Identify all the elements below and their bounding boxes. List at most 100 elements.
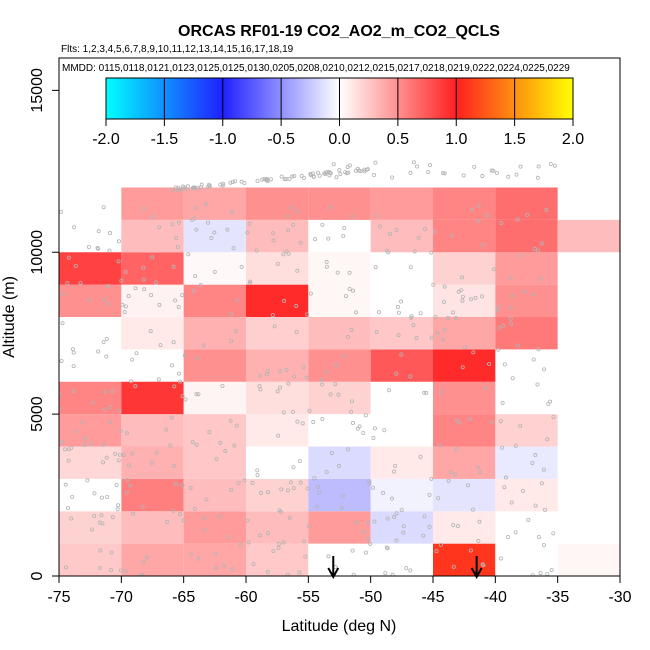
track-point xyxy=(542,367,547,372)
track-point xyxy=(485,213,490,218)
track-point xyxy=(333,382,338,387)
heatmap-cell xyxy=(308,381,371,415)
heatmap-cell xyxy=(121,381,184,415)
track-point xyxy=(233,328,238,333)
heatmap-cell xyxy=(495,446,558,479)
flight-track-points xyxy=(59,160,557,576)
y-tick-label: 15000 xyxy=(29,68,46,113)
heatmap-cell xyxy=(59,317,122,350)
track-point xyxy=(367,479,372,484)
track-point xyxy=(176,220,181,225)
track-point xyxy=(442,171,447,176)
heatmap-cell xyxy=(59,446,122,479)
track-point xyxy=(196,392,201,397)
track-point xyxy=(541,467,546,472)
track-point xyxy=(328,392,333,397)
track-point xyxy=(126,463,131,468)
track-point xyxy=(454,446,459,451)
x-tick-label: -70 xyxy=(110,589,133,606)
track-point xyxy=(336,392,341,397)
track-point xyxy=(350,548,355,553)
track-point xyxy=(246,540,251,545)
track-point xyxy=(536,248,541,253)
track-point xyxy=(357,424,362,429)
track-point xyxy=(452,472,457,477)
track-point xyxy=(505,534,510,539)
track-point xyxy=(396,310,401,315)
track-point xyxy=(320,417,325,422)
track-point xyxy=(218,440,223,445)
heatmap-cell xyxy=(370,446,433,479)
track-point xyxy=(394,511,399,516)
track-point xyxy=(461,173,466,178)
track-point xyxy=(299,173,304,178)
x-tick-label: -30 xyxy=(608,589,631,606)
track-point xyxy=(324,369,329,374)
track-point xyxy=(149,293,154,298)
track-point xyxy=(460,365,465,370)
colorbar-tick-label: -2.0 xyxy=(92,131,120,148)
track-point xyxy=(468,297,473,302)
track-point xyxy=(266,490,271,495)
track-point xyxy=(141,265,146,270)
track-point xyxy=(448,470,453,475)
track-point xyxy=(65,281,70,286)
track-point xyxy=(349,327,354,332)
track-point xyxy=(265,531,270,536)
track-point xyxy=(150,215,155,220)
heatmap-cell xyxy=(246,187,309,220)
track-point xyxy=(102,407,107,412)
track-point xyxy=(96,349,101,354)
track-point xyxy=(531,357,536,362)
track-point xyxy=(317,490,322,495)
track-point xyxy=(337,167,342,172)
track-point xyxy=(70,494,75,499)
track-point xyxy=(282,177,287,182)
track-point xyxy=(473,295,478,300)
track-point xyxy=(70,347,75,352)
track-point xyxy=(535,382,540,387)
track-point xyxy=(395,305,400,310)
track-point xyxy=(433,314,438,319)
track-point xyxy=(409,315,414,320)
track-point xyxy=(101,340,106,345)
track-point xyxy=(153,280,158,285)
track-point xyxy=(292,174,297,179)
heatmap-cell xyxy=(433,252,496,285)
track-point xyxy=(190,440,195,445)
track-point xyxy=(86,244,91,249)
track-point xyxy=(110,389,115,394)
track-point xyxy=(69,516,74,521)
heatmap-cell xyxy=(246,317,309,350)
track-point xyxy=(258,533,263,538)
track-point xyxy=(362,169,367,174)
track-point xyxy=(365,536,370,541)
y-axis: 0 5000 10000 15000 xyxy=(29,68,59,580)
track-point xyxy=(194,227,199,232)
heatmap-cell xyxy=(308,252,371,285)
track-point xyxy=(101,460,106,465)
track-point xyxy=(171,264,176,269)
track-point xyxy=(180,293,185,298)
track-point xyxy=(229,210,234,215)
track-point xyxy=(194,356,199,361)
track-point xyxy=(465,483,470,488)
track-point xyxy=(418,454,423,459)
track-point xyxy=(521,488,526,493)
track-point xyxy=(60,440,65,445)
heatmap-cell xyxy=(59,414,122,447)
track-point xyxy=(234,423,239,428)
track-point xyxy=(115,507,120,512)
plot-frame xyxy=(58,57,621,577)
track-point xyxy=(61,292,66,297)
track-point xyxy=(476,218,481,223)
track-point xyxy=(169,415,174,420)
track-point xyxy=(95,245,100,250)
heatmap-cell xyxy=(495,252,558,285)
track-point xyxy=(275,261,280,266)
track-point xyxy=(502,362,507,367)
track-point xyxy=(173,482,178,487)
track-point xyxy=(180,394,185,399)
track-point xyxy=(104,336,109,341)
track-point xyxy=(492,267,497,272)
